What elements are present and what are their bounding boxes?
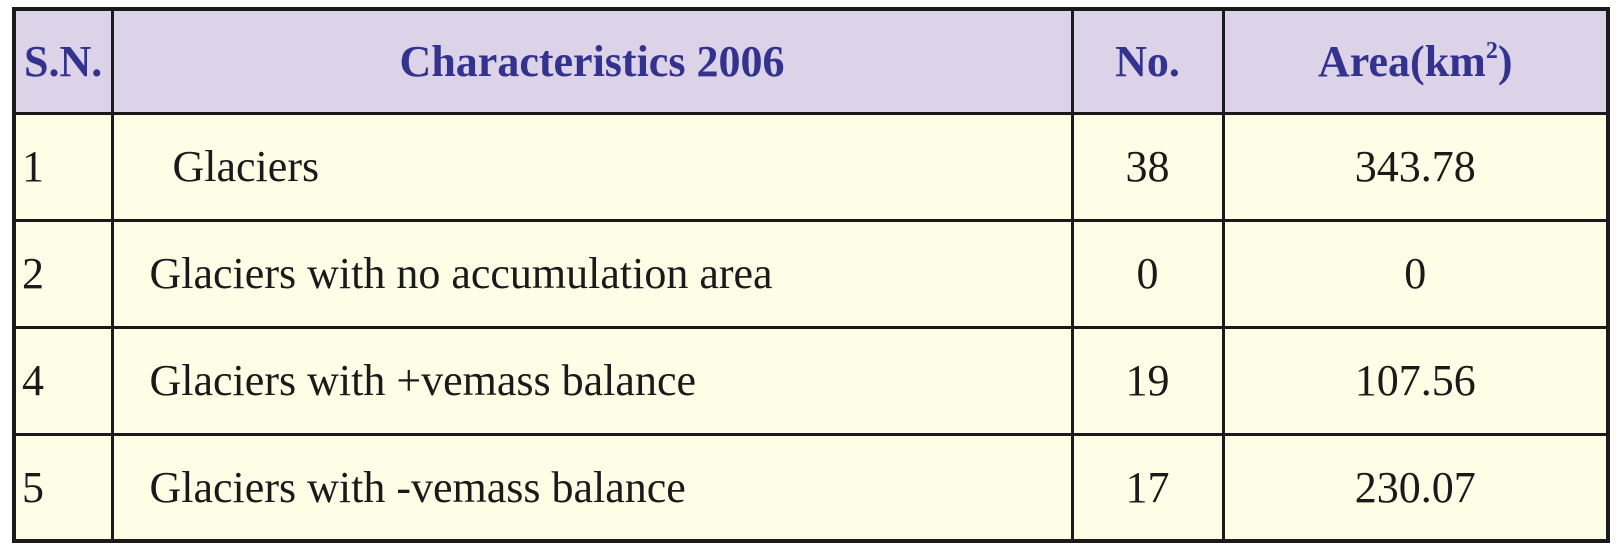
cell-area: 230.07 <box>1221 432 1610 543</box>
header-row: S.N. Characteristics 2006 No. Area(km2) <box>12 7 1610 115</box>
cell-no: 0 <box>1070 218 1225 329</box>
header-area: Area(km2) <box>1221 7 1610 115</box>
table-row: 1 Glaciers 38 343.78 <box>12 111 1610 222</box>
cell-area: 343.78 <box>1221 111 1610 222</box>
cell-characteristics: Glaciers with +vemass balance <box>110 325 1074 436</box>
table-header: S.N. Characteristics 2006 No. Area(km2) <box>12 7 1610 115</box>
cell-no: 17 <box>1070 432 1225 543</box>
cell-area: 0 <box>1221 218 1610 329</box>
cell-sn: 2 <box>12 218 114 329</box>
table-row: 2 Glaciers with no accumulation area 0 0 <box>12 218 1610 329</box>
cell-characteristics: Glaciers with -vemass balance <box>110 432 1074 543</box>
header-no: No. <box>1070 7 1225 115</box>
cell-characteristics: Glaciers with no accumulation area <box>110 218 1074 329</box>
cell-no: 19 <box>1070 325 1225 436</box>
table-body: 1 Glaciers 38 343.78 2 Glaciers with no … <box>12 111 1610 543</box>
header-area-prefix: Area(km <box>1318 36 1486 86</box>
cell-characteristics: Glaciers <box>110 111 1074 222</box>
glacier-characteristics-table: S.N. Characteristics 2006 No. Area(km2) … <box>12 7 1610 543</box>
cell-no: 38 <box>1070 111 1225 222</box>
cell-sn: 1 <box>12 111 114 222</box>
header-area-suffix: ) <box>1497 36 1513 86</box>
cell-area: 107.56 <box>1221 325 1610 436</box>
header-sn: S.N. <box>12 7 114 115</box>
header-characteristics: Characteristics 2006 <box>110 7 1074 115</box>
cell-sn: 4 <box>12 325 114 436</box>
glacier-characteristics-table-container: S.N. Characteristics 2006 No. Area(km2) … <box>12 7 1610 543</box>
table-row: 4 Glaciers with +vemass balance 19 107.5… <box>12 325 1610 436</box>
table-row: 5 Glaciers with -vemass balance 17 230.0… <box>12 432 1610 543</box>
cell-sn: 5 <box>12 432 114 543</box>
header-area-superscript: 2 <box>1485 37 1498 64</box>
